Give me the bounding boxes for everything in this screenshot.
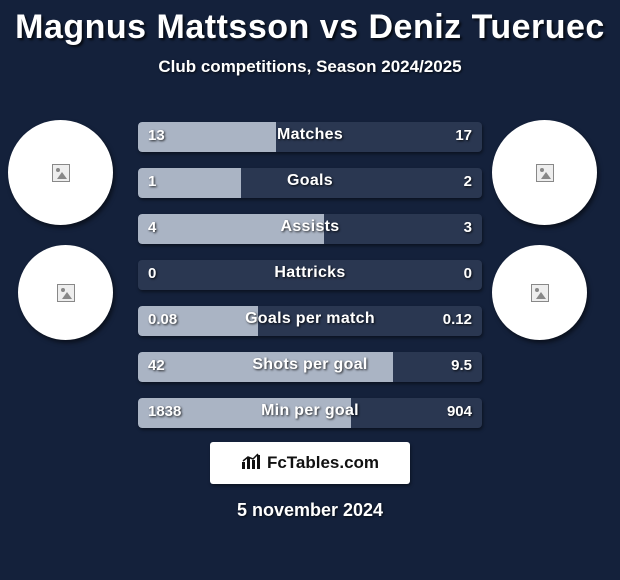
comparison-bars: Matches13 17 Goals1 2 Assists4 3 Hattricks0 0 Go… xyxy=(138,122,482,444)
stat-value-right: 904 xyxy=(447,403,472,420)
subtitle: Club competitions, Season 2024/2025 xyxy=(0,57,620,77)
stat-value-left: 1 xyxy=(148,173,156,190)
avatar xyxy=(492,120,597,225)
player-left-avatars xyxy=(8,120,128,360)
image-placeholder-icon xyxy=(531,284,549,302)
club-badge xyxy=(492,245,587,340)
stat-value-left: 1838 xyxy=(148,403,181,420)
stat-label: Assists xyxy=(138,218,482,236)
stat-row: Matches13 17 xyxy=(138,122,482,152)
stat-value-left: 4 xyxy=(148,219,156,236)
stat-value-right: 17 xyxy=(455,127,472,144)
stat-value-right: 3 xyxy=(464,219,472,236)
stat-label: Shots per goal xyxy=(138,356,482,374)
branding-box: FcTables.com xyxy=(210,442,410,484)
stat-label: Matches xyxy=(138,126,482,144)
stat-row: Goals1 2 xyxy=(138,168,482,198)
stat-value-right: 0.12 xyxy=(443,311,472,328)
stat-row: Shots per goal42 9.5 xyxy=(138,352,482,382)
branding-label: FcTables.com xyxy=(241,452,379,475)
avatar xyxy=(8,120,113,225)
chart-icon xyxy=(241,452,263,475)
stat-value-right: 9.5 xyxy=(451,357,472,374)
stat-value-right: 2 xyxy=(464,173,472,190)
stat-row: Goals per match0.08 0.12 xyxy=(138,306,482,336)
date-label: 5 november 2024 xyxy=(0,500,620,521)
stat-value-left: 0.08 xyxy=(148,311,177,328)
stat-row: Assists4 3 xyxy=(138,214,482,244)
stat-label: Min per goal xyxy=(138,402,482,420)
stat-value-right: 0 xyxy=(464,265,472,282)
image-placeholder-icon xyxy=(57,284,75,302)
stat-value-left: 0 xyxy=(148,265,156,282)
stat-label: Hattricks xyxy=(138,264,482,282)
stat-label: Goals per match xyxy=(138,310,482,328)
image-placeholder-icon xyxy=(536,164,554,182)
stat-row: Min per goal1838 904 xyxy=(138,398,482,428)
player-right-avatars xyxy=(492,120,612,360)
stat-row: Hattricks0 0 xyxy=(138,260,482,290)
branding-text: FcTables.com xyxy=(267,453,379,473)
stat-label: Goals xyxy=(138,172,482,190)
club-badge xyxy=(18,245,113,340)
page-title: Magnus Mattsson vs Deniz Tueruec xyxy=(0,0,620,47)
stat-value-left: 42 xyxy=(148,357,165,374)
stat-value-left: 13 xyxy=(148,127,165,144)
image-placeholder-icon xyxy=(52,164,70,182)
